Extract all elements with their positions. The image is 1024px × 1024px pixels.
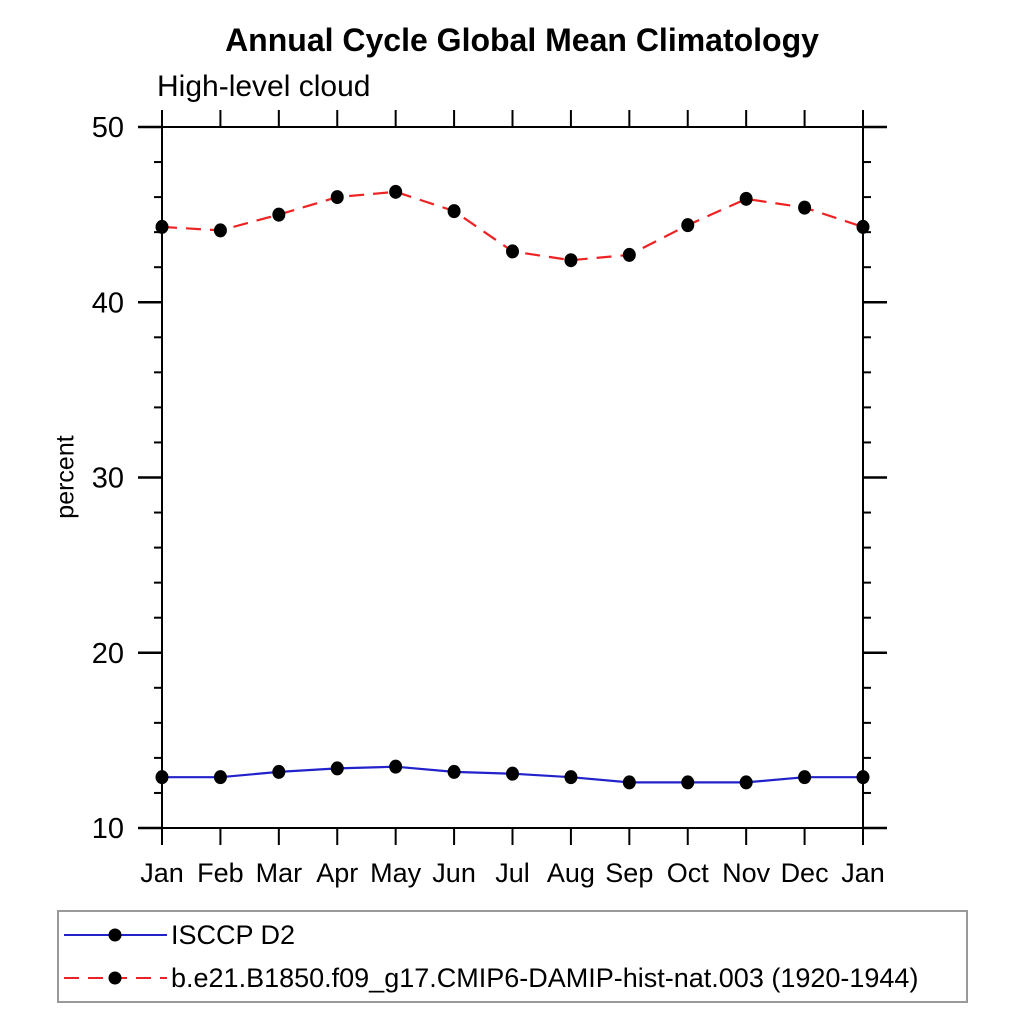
legend-item-isccp: ISCCP D2 xyxy=(59,915,966,955)
y-tick-label: 40 xyxy=(92,287,124,319)
x-tick-label: Jun xyxy=(432,858,476,888)
series-1-marker xyxy=(155,219,169,234)
series-0-marker xyxy=(564,770,578,785)
x-tick-label: Jan xyxy=(841,858,885,888)
series-0-marker xyxy=(681,775,695,790)
legend-label-isccp: ISCCP D2 xyxy=(171,919,296,950)
x-tick-label: Aug xyxy=(547,858,595,888)
legend-item-model: b.e21.B1850.f09_g17.CMIP6-DAMIP-hist-nat… xyxy=(59,958,966,998)
x-tick-label: May xyxy=(370,858,422,888)
series-0-marker xyxy=(389,759,403,774)
legend-marker-dot xyxy=(108,928,122,942)
x-tick-label: Dec xyxy=(781,858,829,888)
series-0-marker xyxy=(447,764,461,779)
legend-line-sample-solid xyxy=(64,928,167,942)
x-tick-label: Mar xyxy=(256,858,303,888)
legend-label-model: b.e21.B1850.f09_g17.CMIP6-DAMIP-hist-nat… xyxy=(171,962,919,993)
series-1-marker xyxy=(389,184,403,199)
series-1-marker xyxy=(564,253,578,268)
y-tick-label: 20 xyxy=(92,638,124,670)
chart-subtitle: High-level cloud xyxy=(157,70,371,103)
legend-line-sample-dashed xyxy=(64,971,167,985)
series-1-marker xyxy=(506,244,519,259)
series-0-marker xyxy=(798,770,812,785)
x-tick-label: Apr xyxy=(316,858,358,888)
y-tick-label: 10 xyxy=(92,813,124,845)
series-1-marker xyxy=(447,204,461,219)
legend: ISCCP D2 b.e21.B1850.f09_g17.CMIP6-DAMIP… xyxy=(57,910,968,1003)
y-tick-label: 50 xyxy=(92,112,124,144)
x-tick-label: Jan xyxy=(140,858,184,888)
legend-marker-dot xyxy=(108,971,122,985)
series-0-marker xyxy=(856,770,870,785)
x-tick-label: Oct xyxy=(667,858,710,888)
series-0-marker xyxy=(622,775,636,790)
x-tick-label: Sep xyxy=(605,858,653,888)
x-tick-label: Jul xyxy=(495,858,530,888)
series-1-marker xyxy=(681,218,695,233)
series-0-marker xyxy=(155,770,169,785)
x-tick-label: Feb xyxy=(197,858,244,888)
series-1-marker xyxy=(213,223,227,238)
series-1-marker xyxy=(856,219,870,234)
series-1-marker xyxy=(622,247,636,262)
series-1-marker xyxy=(330,190,344,205)
series-1-marker xyxy=(739,191,753,206)
series-0-marker xyxy=(739,775,753,790)
x-tick-label: Nov xyxy=(722,858,771,888)
series-1-marker xyxy=(798,200,812,215)
plot-border xyxy=(161,126,864,829)
series-1-marker xyxy=(272,207,286,222)
series-0-marker xyxy=(506,766,519,781)
series-0-marker xyxy=(213,770,227,785)
chart-title: Annual Cycle Global Mean Climatology xyxy=(225,22,819,58)
series-0-marker xyxy=(330,761,344,776)
y-tick-label: 30 xyxy=(92,463,124,495)
series-0-marker xyxy=(272,764,286,779)
